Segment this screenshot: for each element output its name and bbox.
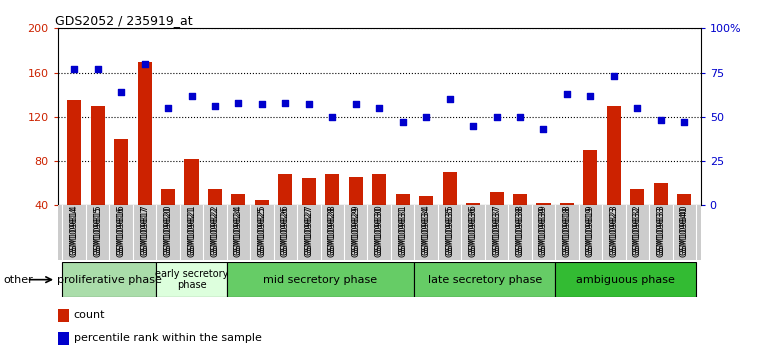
Bar: [560, 203, 574, 250]
Text: GSM109815: GSM109815: [93, 206, 102, 257]
Text: early secretory
phase: early secretory phase: [155, 269, 228, 291]
Point: [420, 114, 432, 120]
Bar: [654, 183, 668, 250]
Bar: [537, 203, 551, 250]
Text: GSM109826: GSM109826: [281, 206, 290, 257]
Bar: [58, 309, 69, 322]
Text: GSM109833: GSM109833: [656, 206, 665, 257]
Text: GSM109830: GSM109830: [375, 206, 383, 257]
Text: GSM109822: GSM109822: [210, 206, 219, 257]
Text: GSM109837: GSM109837: [492, 206, 501, 257]
Bar: [156, 262, 226, 297]
Bar: [208, 189, 222, 250]
Bar: [490, 192, 504, 250]
Point: [373, 105, 386, 111]
Text: GSM109814: GSM109814: [69, 206, 79, 257]
Point: [654, 118, 667, 123]
Point: [68, 66, 80, 72]
Text: GSM109824: GSM109824: [234, 206, 243, 257]
Bar: [67, 100, 81, 250]
Text: GSM109829: GSM109829: [351, 206, 360, 257]
Point: [162, 105, 174, 111]
Text: proliferative phase: proliferative phase: [57, 275, 162, 285]
Bar: [555, 262, 696, 297]
Bar: [91, 106, 105, 250]
Point: [350, 102, 362, 107]
Text: GSM109816: GSM109816: [116, 206, 126, 257]
Point: [561, 91, 573, 97]
Point: [397, 119, 409, 125]
Text: GSM109831: GSM109831: [398, 206, 407, 257]
Text: GSM109825: GSM109825: [257, 206, 266, 257]
Text: GDS2052 / 235919_at: GDS2052 / 235919_at: [55, 14, 192, 27]
Bar: [419, 196, 434, 250]
Text: GSM109840: GSM109840: [680, 206, 689, 257]
Text: GSM109834: GSM109834: [422, 206, 430, 257]
Bar: [325, 175, 340, 250]
Text: GSM109819: GSM109819: [586, 206, 595, 257]
Bar: [466, 203, 480, 250]
Point: [280, 100, 292, 105]
Text: GSM109821: GSM109821: [187, 206, 196, 257]
Text: GSM109820: GSM109820: [163, 206, 172, 257]
Point: [584, 93, 597, 98]
Bar: [185, 159, 199, 250]
Bar: [58, 332, 69, 345]
Bar: [396, 194, 410, 250]
Bar: [232, 194, 246, 250]
Point: [444, 96, 456, 102]
Text: GSM109823: GSM109823: [609, 206, 618, 257]
Point: [303, 102, 315, 107]
Bar: [513, 194, 527, 250]
Bar: [278, 175, 293, 250]
Bar: [255, 200, 269, 250]
Point: [186, 93, 198, 98]
Text: other: other: [4, 275, 34, 285]
Bar: [584, 150, 598, 250]
Text: percentile rank within the sample: percentile rank within the sample: [74, 333, 262, 343]
Text: GSM109839: GSM109839: [539, 206, 548, 257]
Text: GSM109838: GSM109838: [516, 206, 524, 257]
Bar: [138, 62, 152, 250]
Point: [490, 114, 503, 120]
Bar: [349, 177, 363, 250]
Bar: [372, 175, 387, 250]
Text: GSM109835: GSM109835: [445, 206, 454, 257]
Text: GSM109832: GSM109832: [633, 206, 642, 257]
Point: [233, 100, 245, 105]
Point: [678, 119, 691, 125]
Point: [256, 102, 268, 107]
Text: GSM109836: GSM109836: [469, 206, 477, 257]
Point: [115, 89, 127, 95]
Point: [514, 114, 526, 120]
Point: [608, 73, 620, 79]
Bar: [607, 106, 621, 250]
Bar: [114, 139, 128, 250]
Point: [209, 103, 221, 109]
Bar: [414, 262, 555, 297]
Text: GSM109818: GSM109818: [562, 206, 571, 257]
Point: [326, 114, 339, 120]
Text: GSM109827: GSM109827: [304, 206, 313, 257]
Bar: [631, 189, 644, 250]
Bar: [678, 194, 691, 250]
Text: GSM109828: GSM109828: [328, 206, 336, 257]
Bar: [161, 189, 175, 250]
Bar: [443, 172, 457, 250]
Bar: [302, 178, 316, 250]
Point: [537, 126, 550, 132]
Text: count: count: [74, 310, 105, 320]
Point: [631, 105, 644, 111]
Bar: [62, 262, 156, 297]
Text: mid secretory phase: mid secretory phase: [263, 275, 377, 285]
Text: GSM109817: GSM109817: [140, 206, 149, 257]
Point: [92, 66, 104, 72]
Text: ambiguous phase: ambiguous phase: [576, 275, 675, 285]
Bar: [226, 262, 414, 297]
Point: [467, 123, 479, 129]
Point: [139, 61, 151, 67]
Text: late secretory phase: late secretory phase: [427, 275, 542, 285]
